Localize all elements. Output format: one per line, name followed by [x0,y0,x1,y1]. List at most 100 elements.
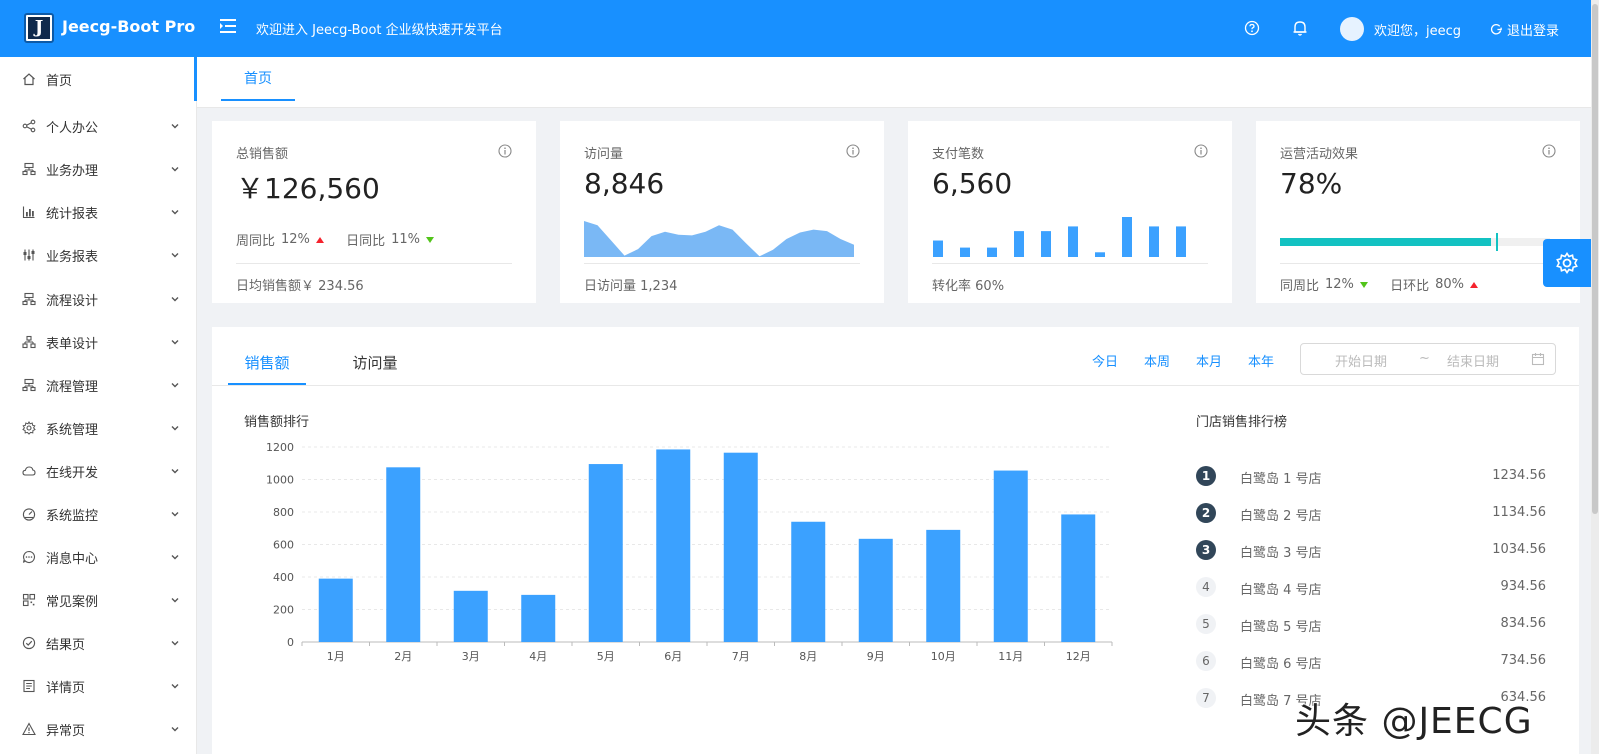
day-trend: 日环比 80% [1390,275,1478,294]
progress-bar [1280,233,1550,251]
sidebar-item-personal[interactable]: 个人办公 [0,104,197,148]
operations-card: 运营活动效果 78% 同周比 12% 日环比 80% [1256,121,1580,303]
app-title[interactable]: Jeecg-Boot Pro [62,17,196,36]
caret-down-icon [425,236,434,243]
card-footer: 日访问量 1,234 [584,275,677,294]
welcome-text: 欢迎进入 Jeecg-Boot 企业级快速开发平台 [256,23,503,38]
sidebar-item-exception[interactable]: 异常页 [0,707,197,751]
check-circle-icon [22,636,36,650]
gear-icon [1556,252,1578,274]
card-value: ￥126,560 [236,172,380,205]
sidebar-item-result[interactable]: 结果页 [0,621,197,665]
logout-button[interactable]: 退出登录 [1490,20,1559,39]
card-title: 访问量 [584,147,624,162]
chevron-down-icon [171,167,179,172]
card-title: 运营活动效果 [1280,147,1359,162]
store-sales: 934.56 [1500,579,1547,594]
top-header: J Jeecg-Boot Pro 欢迎进入 Jeecg-Boot 企业级快速开发… [0,0,1599,57]
x-tick-label: 12月 [1066,650,1091,663]
tab-visits[interactable]: 访问量 [352,354,398,372]
sidebar-item-stats-report[interactable]: 统计报表 [0,190,197,234]
sidebar-item-home[interactable]: 首页 [0,57,197,101]
tab-sales[interactable]: 销售额 [228,341,306,385]
sidebar-item-form-design[interactable]: 表单设计 [0,320,197,364]
rank-number: 1 [1196,466,1216,486]
chevron-down-icon [171,210,179,215]
payment-bar [1095,252,1105,257]
rank-row: 7 白鹭岛 7 号店 634.56 [1196,688,1546,709]
rank-row: 5 白鹭岛 5 号店 834.56 [1196,614,1546,635]
tab-home[interactable]: 首页 [221,57,295,101]
end-date-input[interactable]: 结束日期 [1447,355,1500,370]
date-range-picker[interactable]: 开始日期 ~ 结束日期 [1300,343,1556,375]
settings-drawer-button[interactable] [1543,239,1591,287]
y-tick-label: 400 [273,571,294,584]
card-title: 总销售额 [236,147,289,162]
warning-icon [22,722,36,736]
info-icon[interactable] [498,144,512,158]
sidebar-item-label: 结果页 [46,637,86,653]
menu-fold-icon[interactable] [218,16,238,36]
chevron-down-icon [171,253,179,258]
sidebar-item-biz-report[interactable]: 业务报表 [0,233,197,277]
cluster-icon [22,292,36,306]
rank-number: 7 [1196,688,1216,708]
cloud-icon [22,466,36,476]
store-sales: 1234.56 [1492,468,1546,483]
sidebar-item-detail[interactable]: 详情页 [0,664,197,708]
sidebar-item-cases[interactable]: 常见案例 [0,578,197,622]
rank-row: 2 白鹭岛 2 号店 1134.56 [1196,503,1546,524]
bell-icon[interactable] [1292,19,1308,37]
share-icon [22,119,36,133]
footer-label: 转化率 [932,279,972,294]
payment-bar [1122,217,1132,257]
sales-bar [521,594,556,642]
info-icon[interactable] [1194,144,1208,158]
card-value: 8,846 [584,167,665,200]
range-week-link[interactable]: 本周 [1144,355,1171,370]
y-tick-label: 1000 [266,474,294,487]
sidebar-item-monitor[interactable]: 系统监控 [0,492,197,536]
sidebar-item-flow-manage[interactable]: 流程管理 [0,363,197,407]
user-greeting[interactable]: 欢迎您，jeecg [1374,24,1462,39]
sidebar-item-label: 系统管理 [46,422,99,438]
week-trend: 同周比 12% [1280,275,1368,294]
progress-fill [1280,238,1491,246]
avatar[interactable] [1340,17,1364,41]
sidebar-item-online-dev[interactable]: 在线开发 [0,449,197,493]
card-value: 78% [1280,167,1343,200]
scrollbar-thumb[interactable] [1592,4,1598,514]
progress-target-marker [1496,233,1498,251]
y-tick-label: 800 [273,506,294,519]
sidebar-item-system[interactable]: 系统管理 [0,406,197,450]
bar-chart-icon [22,206,35,219]
start-date-input[interactable]: 开始日期 [1335,355,1388,370]
gear-icon [22,421,36,435]
footer-value: 60% [975,279,1005,294]
sales-bar [858,538,893,642]
x-tick-label: 8月 [799,650,817,663]
range-year-link[interactable]: 本年 [1248,355,1275,370]
payments-bar-chart [933,217,1186,257]
range-month-link[interactable]: 本月 [1196,355,1223,370]
sidebar-item-messages[interactable]: 消息中心 [0,535,197,579]
sales-bar [791,521,826,642]
trend-value: 12% [1325,277,1354,292]
info-icon[interactable] [1542,144,1556,158]
rank-row: 3 白鹭岛 3 号店 1034.56 [1196,540,1546,561]
visits-area-chart [584,221,854,257]
divider [212,385,1579,386]
sales-bar [723,452,758,642]
chevron-down-icon [171,469,179,474]
store-name: 白鹭岛 6 号店 [1240,657,1322,672]
trend-label: 日同比 [346,234,386,249]
sales-bar [588,464,623,642]
info-icon[interactable] [846,144,860,158]
range-today-link[interactable]: 今日 [1092,355,1119,370]
sidebar-item-business[interactable]: 业务办理 [0,147,197,191]
sidebar-item-label: 流程设计 [46,293,99,309]
sidebar-item-flow-design[interactable]: 流程设计 [0,277,197,321]
question-icon[interactable] [1244,20,1260,36]
card-title: 支付笔数 [932,147,985,162]
app-logo[interactable]: J [24,13,54,43]
